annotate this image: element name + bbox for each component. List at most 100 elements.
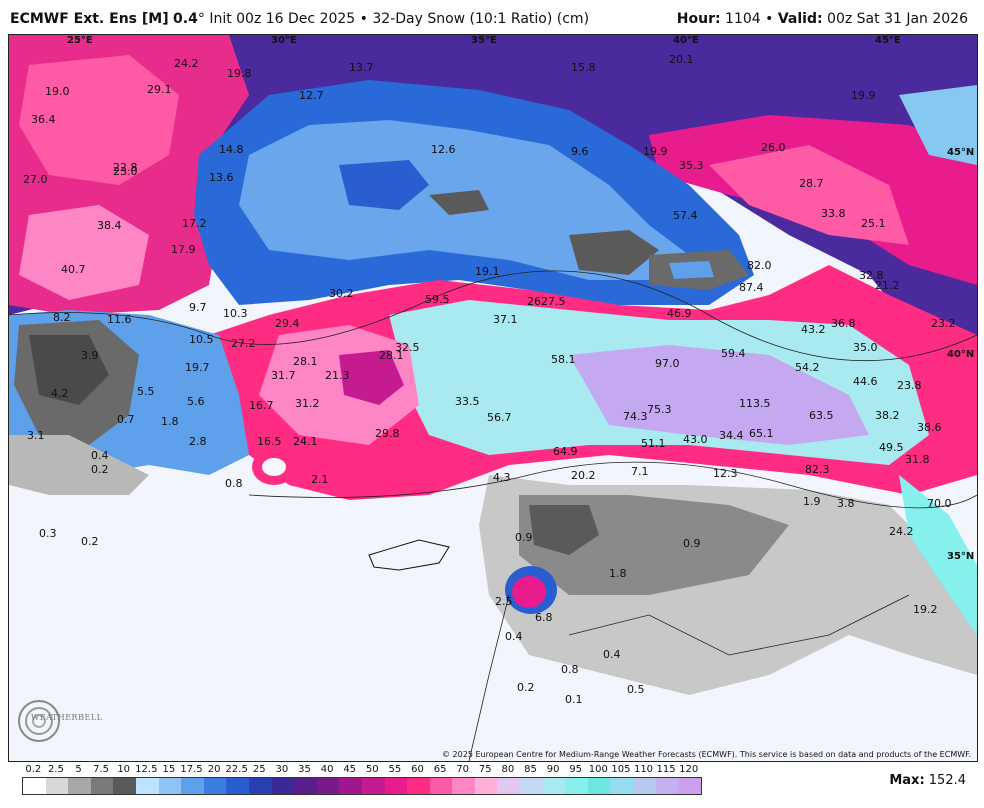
legend-swatch <box>203 778 227 794</box>
snowfall-value-label: 17.2 <box>182 217 207 230</box>
snowfall-value-label: 33.5 <box>455 395 480 408</box>
separator-bullet: • <box>359 11 368 27</box>
legend-tick-label: 2.5 <box>47 764 64 775</box>
legend-swatch <box>429 778 453 794</box>
snowfall-value-label: 4.2 <box>51 387 69 400</box>
legend-tick-label: 110 <box>633 764 654 775</box>
black-sea-gray-spot-2 <box>569 230 659 275</box>
snowfall-value-label: 5.6 <box>187 395 205 408</box>
snowfall-value-label: 16.5 <box>257 435 282 448</box>
snowfall-value-label: 0.8 <box>225 477 243 490</box>
snowfall-value-label: 16.7 <box>249 399 274 412</box>
snow-field-pink-nw <box>19 55 179 185</box>
snowfall-map[interactable]: 24.2 19.8 13.7 15.8 20.1 19.0 29.1 36.4 12.7 19.9… <box>8 34 978 762</box>
weatherbell-swirl-icon <box>18 700 60 742</box>
lon-label-30: 30°E <box>271 35 297 46</box>
snowfall-value-label: 56.7 <box>487 411 512 424</box>
lat-label-35: 35°N <box>947 551 974 562</box>
legend-tick-label: 7.5 <box>93 764 110 775</box>
snowfall-value-label: 0.2 <box>81 535 99 548</box>
snowfall-value-label: 12.3 <box>713 467 738 480</box>
valid-time-info: Hour: 1104 • Valid: 00z Sat 31 Jan 2026 <box>677 11 968 27</box>
snowfall-value-label: 38.2 <box>875 409 900 422</box>
east-snow-cyan <box>899 475 977 635</box>
snowfall-value-label: 21.2 <box>875 279 900 292</box>
legend-swatch <box>339 778 362 794</box>
max-value-box: Max: 152.4 <box>889 773 966 788</box>
legend-tick-label: 80 <box>501 764 515 775</box>
snowfall-value-label: 24.2 <box>174 57 199 70</box>
snowfall-value-label: 59.4 <box>721 347 746 360</box>
legend-swatch <box>23 778 46 794</box>
snowfall-value-label: 23.8 <box>897 379 922 392</box>
snowfall-value-label: 20.2 <box>571 469 596 482</box>
legend-swatch <box>158 778 182 794</box>
snowfall-value-label: 5.5 <box>137 385 155 398</box>
legend-tick-label: 95 <box>569 764 583 775</box>
legend-swatch <box>271 778 295 794</box>
snow-blob-rhodes-center <box>262 458 286 476</box>
lon-label-45: 45°E <box>875 35 901 46</box>
legend-swatch <box>655 778 679 794</box>
anatolia-snow-magenta-spot <box>339 350 404 405</box>
snowfall-value-label: 3.1 <box>27 429 45 442</box>
snowfall-value-label: 23.2 <box>931 317 956 330</box>
legend-tick-label: 35 <box>298 764 311 775</box>
legend-tick-label: 20 <box>207 764 221 775</box>
snowfall-value-label: 0.3 <box>39 527 57 540</box>
legend-swatch <box>384 778 408 794</box>
snowfall-value-label: 40.7 <box>61 263 86 276</box>
legend-swatch <box>248 778 272 794</box>
snowfall-value-label: 70.0 <box>927 497 952 510</box>
snowfall-value-label: 64.9 <box>553 445 578 458</box>
snowfall-value-label: 7.1 <box>631 465 649 478</box>
legend-swatch <box>68 778 91 794</box>
legend-swatch <box>520 778 543 794</box>
snow-field-pink-ne <box>709 145 909 245</box>
snowfall-value-label: 46.9 <box>667 307 692 320</box>
hour-value: 1104 <box>725 11 761 27</box>
legend-tick-label: 100 <box>588 764 608 775</box>
legend-swatch <box>294 778 317 794</box>
legend-swatch <box>565 778 588 794</box>
lebanon-snow-magenta <box>512 576 546 608</box>
snowfall-value-label: 27.2 <box>231 337 256 350</box>
snowfall-value-label: 19.2 <box>913 603 938 616</box>
snowfall-value-label: 21.3 <box>325 369 350 382</box>
snowfall-value-label: 75.3 <box>647 403 672 416</box>
snowfall-value-label: 1.8 <box>161 415 179 428</box>
snowfall-value-label: 36.4 <box>31 113 56 126</box>
lat-label-40: 40°N <box>947 349 974 360</box>
snowfall-value-label: 15.8 <box>571 61 596 74</box>
snowfall-value-label: 59.5 <box>425 293 450 306</box>
hour-label: Hour: <box>676 11 721 27</box>
snowfall-value-label: 0.7 <box>117 413 135 426</box>
snowfall-value-label: 20.1 <box>669 53 694 66</box>
black-sea-blue-spot <box>669 261 714 279</box>
snowfall-value-label: 28.1 <box>379 349 404 362</box>
legend-tick-label: 15 <box>162 764 176 775</box>
snowfall-value-label: 13.7 <box>349 61 374 74</box>
legend-tick-label: 85 <box>524 764 537 775</box>
snowfall-value-label: 28.1 <box>293 355 318 368</box>
snowfall-value-label: 23.0 <box>113 165 138 178</box>
snowfall-value-label: 19.9 <box>851 89 876 102</box>
legend-tick-label: 12.5 <box>135 764 158 775</box>
snowfall-value-label: 0.1 <box>565 693 583 706</box>
snowfall-value-label: 32.5 <box>395 341 420 354</box>
snowfall-value-label: 0.9 <box>683 537 701 550</box>
snowfall-value-label: 28.7 <box>799 177 824 190</box>
snowfall-value-label: 26.0 <box>761 141 786 154</box>
valid-value: 00z Sat 31 Jan 2026 <box>827 11 968 27</box>
snowfall-value-label: 0.4 <box>91 449 109 462</box>
legend-swatch <box>316 778 340 794</box>
snowfall-value-label: 34.4 <box>719 429 744 442</box>
legend-tick-label: 65 <box>433 764 447 775</box>
legend-tick-label: 10 <box>117 764 131 775</box>
snowfall-value-label: 3.8 <box>837 497 855 510</box>
snowfall-value-label: 0.8 <box>561 663 579 676</box>
snowfall-value-label: 14.8 <box>219 143 244 156</box>
legend-tick-label: 17.5 <box>180 764 203 775</box>
snowfall-value-label: 43.2 <box>801 323 826 336</box>
degree-symbol: ° <box>197 11 205 27</box>
